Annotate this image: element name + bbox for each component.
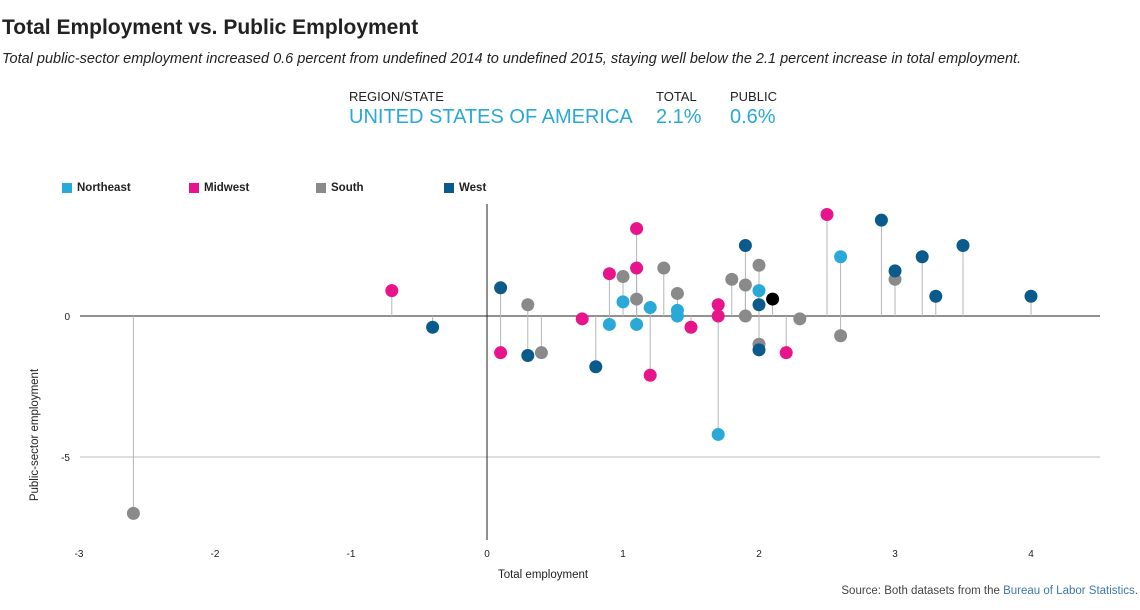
legend-swatch-south	[316, 183, 326, 193]
data-point-west	[426, 320, 440, 334]
total-header: TOTAL	[656, 89, 697, 104]
data-point-south	[834, 329, 848, 343]
data-point-south	[630, 292, 644, 306]
source-link[interactable]: Bureau of Labor Statistics	[1003, 585, 1135, 597]
legend-label-midwest: Midwest	[204, 182, 250, 194]
data-point-midwest	[630, 222, 644, 236]
data-point-midwest	[711, 298, 725, 312]
data-point-northeast	[616, 295, 630, 309]
chart-subtitle: Total public-sector employment increased…	[2, 51, 1022, 67]
data-point-west	[1024, 289, 1038, 303]
data-point-west	[915, 250, 929, 264]
data-point-west	[752, 343, 766, 357]
data-point-west	[589, 360, 603, 374]
data-point-northeast	[630, 317, 644, 331]
data-point-west	[521, 348, 535, 362]
public-value: 0.6%	[730, 106, 776, 128]
x-tick-label: -3	[75, 549, 84, 560]
data-point-south	[616, 270, 630, 284]
legend-swatch-northeast	[62, 183, 72, 193]
data-point-midwest	[684, 320, 698, 334]
legend-swatch-midwest	[189, 183, 199, 193]
data-point-south	[738, 278, 752, 292]
x-tick-label: -2	[211, 549, 220, 560]
source-suffix: .	[1134, 585, 1138, 597]
data-point-south	[126, 506, 140, 520]
data-point-south	[670, 286, 684, 300]
data-point-midwest	[602, 267, 616, 281]
legend-label-northeast: Northeast	[77, 182, 131, 194]
data-point-west	[956, 239, 970, 252]
x-tick-label: 3	[892, 549, 898, 560]
data-point-south	[738, 309, 752, 323]
legend-item-northeast[interactable]: Northeast	[62, 182, 131, 194]
data-point-south	[657, 261, 671, 275]
x-tick-label: 4	[1028, 549, 1034, 560]
data-point-northeast	[752, 284, 766, 298]
data-point-midwest	[643, 368, 657, 382]
chart-title: Total Employment vs. Public Employment	[2, 16, 419, 39]
summary-region: REGION/STATE UNITED STATES OF AMERICA	[349, 89, 633, 129]
data-point-west	[494, 281, 508, 295]
legend-label-west: West	[459, 182, 487, 194]
data-point-midwest	[779, 346, 793, 360]
legend-item-midwest[interactable]: Midwest	[189, 182, 249, 194]
data-point-midwest	[575, 312, 589, 326]
data-point-northeast	[711, 427, 725, 441]
public-header: PUBLIC	[730, 89, 777, 104]
region-value[interactable]: UNITED STATES OF AMERICA	[349, 106, 633, 128]
total-value: 2.1%	[656, 106, 702, 128]
source-note: Source: Both datasets from the Bureau of…	[841, 585, 1138, 597]
data-point-midwest	[385, 284, 399, 298]
data-point-northeast	[643, 301, 657, 315]
data-point-south	[534, 346, 548, 360]
data-point-northeast	[602, 317, 616, 331]
data-point-west	[738, 239, 752, 252]
data-point-west	[888, 264, 902, 278]
legend-item-south[interactable]: South	[316, 182, 364, 194]
x-tick-label: -1	[347, 549, 356, 560]
legend-label-south: South	[331, 182, 364, 194]
x-axis-label: Total employment	[498, 569, 589, 581]
data-point-midwest	[711, 309, 725, 323]
data-point-northeast	[834, 250, 848, 264]
summary-public: PUBLIC 0.6%	[730, 89, 777, 129]
data-point-south	[521, 298, 535, 312]
legend-swatch-west	[444, 183, 454, 193]
data-point-northeast	[670, 309, 684, 323]
summary-total: TOTAL 2.1%	[656, 89, 702, 129]
data-point-west	[874, 213, 888, 227]
y-tick-label: -5	[61, 453, 70, 464]
source-prefix: Source: Both datasets from the	[841, 585, 1004, 597]
data-point-south	[725, 272, 739, 286]
data-point-usa-highlight	[766, 292, 780, 306]
region-header: REGION/STATE	[349, 89, 444, 104]
x-tick-label: 1	[620, 549, 626, 560]
legend-item-west[interactable]: West	[444, 182, 486, 194]
y-axis-label: Public-sector employment	[29, 368, 41, 501]
data-point-west	[752, 298, 766, 312]
x-tick-label: 0	[484, 549, 490, 560]
data-point-midwest	[630, 261, 644, 275]
data-point-west	[929, 289, 943, 303]
data-point-midwest	[820, 207, 834, 221]
x-tick-label: 2	[756, 549, 762, 560]
data-point-south	[793, 312, 807, 326]
data-point-south	[752, 258, 766, 272]
data-point-midwest	[494, 346, 508, 360]
y-tick-label: 0	[64, 312, 70, 323]
